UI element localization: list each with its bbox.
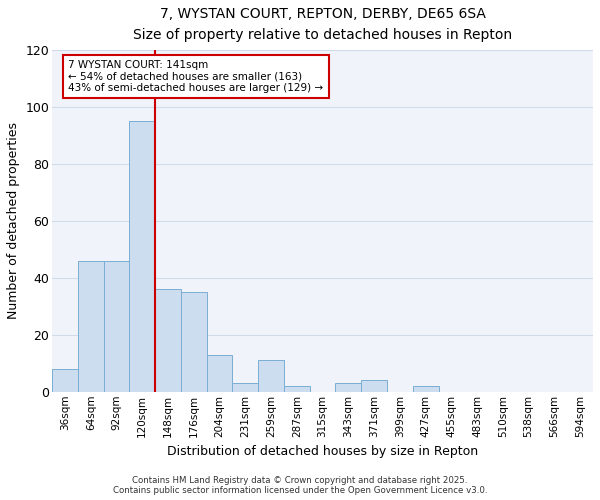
Bar (104, 260, 130, 392)
Bar (206, 355, 232, 392)
Bar (78, 260, 104, 392)
Y-axis label: Number of detached properties: Number of detached properties (7, 122, 20, 319)
Bar (361, 380, 387, 392)
Bar (52, 369, 78, 392)
Bar (258, 360, 284, 392)
X-axis label: Distribution of detached houses by size in Repton: Distribution of detached houses by size … (167, 445, 478, 458)
Bar (335, 384, 361, 392)
Bar (413, 386, 439, 392)
Bar (155, 289, 181, 392)
Text: Contains HM Land Registry data © Crown copyright and database right 2025.
Contai: Contains HM Land Registry data © Crown c… (113, 476, 487, 495)
Text: 7 WYSTAN COURT: 141sqm
← 54% of detached houses are smaller (163)
43% of semi-de: 7 WYSTAN COURT: 141sqm ← 54% of detached… (68, 60, 323, 93)
Bar (284, 386, 310, 392)
Title: 7, WYSTAN COURT, REPTON, DERBY, DE65 6SA
Size of property relative to detached h: 7, WYSTAN COURT, REPTON, DERBY, DE65 6SA… (133, 7, 512, 42)
Bar (181, 292, 206, 392)
Bar (232, 384, 258, 392)
Bar (130, 121, 155, 392)
